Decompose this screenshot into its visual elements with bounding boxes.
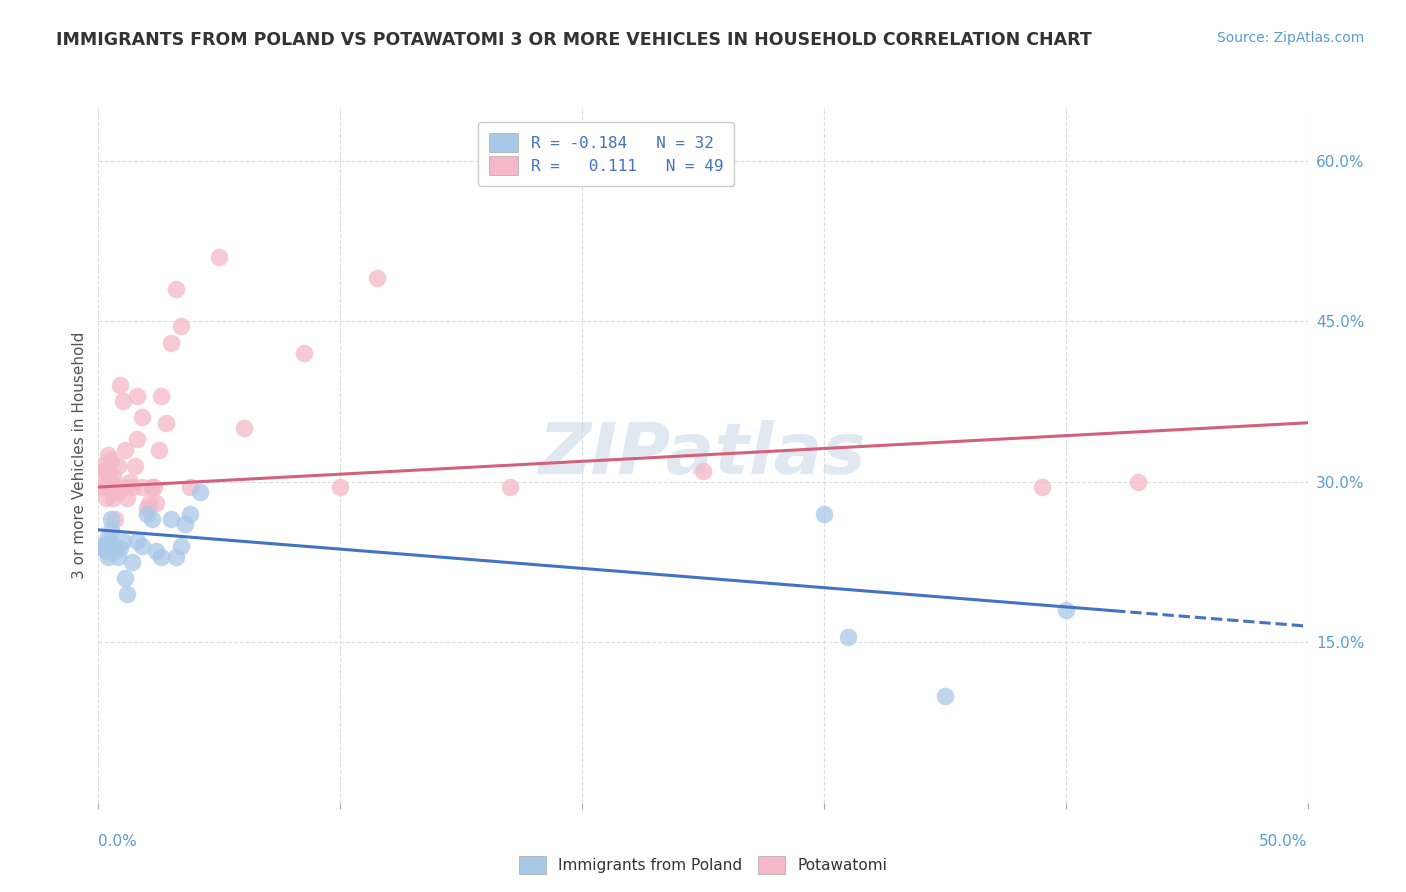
Point: [179, 480, 201, 494]
Point: [114, 571, 136, 585]
Point: [174, 517, 197, 532]
Y-axis label: 3 or more Vehicles in Household: 3 or more Vehicles in Household: [72, 331, 87, 579]
Point: [127, 533, 149, 548]
Point: [121, 555, 143, 569]
Point: [91, 541, 114, 555]
Point: [155, 416, 177, 430]
Point: [148, 442, 170, 457]
Point: [101, 539, 124, 553]
Point: [100, 453, 122, 467]
Point: [292, 346, 315, 360]
Point: [97, 530, 120, 544]
Point: [114, 442, 136, 457]
Point: [813, 507, 835, 521]
Point: [141, 512, 163, 526]
Text: IMMIGRANTS FROM POLAND VS POTAWATOMI 3 OR MORE VEHICLES IN HOUSEHOLD CORRELATION: IMMIGRANTS FROM POLAND VS POTAWATOMI 3 O…: [56, 31, 1092, 49]
Point: [160, 335, 183, 350]
Point: [145, 544, 167, 558]
Point: [169, 539, 191, 553]
Point: [188, 485, 211, 500]
Point: [124, 458, 146, 473]
Point: [329, 480, 352, 494]
Point: [97, 448, 120, 462]
Point: [1031, 480, 1053, 494]
Point: [111, 394, 134, 409]
Point: [94, 491, 117, 505]
Point: [117, 491, 139, 505]
Point: [107, 549, 129, 564]
Text: ZIPatlas: ZIPatlas: [540, 420, 866, 490]
Text: Source: ZipAtlas.com: Source: ZipAtlas.com: [1216, 31, 1364, 45]
Point: [160, 512, 183, 526]
Point: [150, 549, 173, 564]
Point: [107, 485, 129, 500]
Point: [143, 480, 166, 494]
Point: [107, 458, 129, 473]
Point: [94, 537, 117, 551]
Point: [91, 464, 114, 478]
Point: [94, 464, 117, 478]
Point: [104, 544, 127, 558]
Point: [1128, 475, 1150, 489]
Point: [934, 689, 956, 703]
Point: [138, 496, 160, 510]
Point: [104, 512, 127, 526]
Text: 50.0%: 50.0%: [1260, 834, 1308, 849]
Point: [100, 523, 122, 537]
Point: [104, 480, 127, 494]
Point: [366, 271, 388, 285]
Point: [101, 491, 124, 505]
Legend: Immigrants from Poland, Potawatomi: Immigrants from Poland, Potawatomi: [513, 850, 893, 880]
Point: [97, 549, 120, 564]
Point: [135, 501, 157, 516]
Point: [131, 480, 153, 494]
Point: [117, 587, 139, 601]
Point: [90, 458, 112, 473]
Point: [208, 250, 231, 264]
Point: [111, 480, 134, 494]
Legend: R = -0.184   N = 32, R =   0.111   N = 49: R = -0.184 N = 32, R = 0.111 N = 49: [478, 122, 734, 186]
Point: [692, 464, 714, 478]
Point: [90, 480, 112, 494]
Point: [111, 533, 134, 548]
Point: [121, 480, 143, 494]
Point: [498, 480, 520, 494]
Point: [108, 541, 131, 555]
Point: [837, 630, 859, 644]
Text: 0.0%: 0.0%: [98, 834, 138, 849]
Point: [90, 539, 112, 553]
Point: [100, 512, 122, 526]
Point: [100, 475, 122, 489]
Point: [145, 496, 167, 510]
Point: [179, 507, 201, 521]
Point: [165, 282, 187, 296]
Point: [135, 507, 157, 521]
Point: [101, 469, 124, 483]
Point: [131, 539, 153, 553]
Point: [94, 544, 117, 558]
Point: [1054, 603, 1077, 617]
Point: [97, 475, 120, 489]
Point: [165, 549, 187, 564]
Point: [127, 432, 149, 446]
Point: [232, 421, 254, 435]
Point: [108, 378, 131, 392]
Point: [169, 319, 191, 334]
Point: [118, 475, 141, 489]
Point: [141, 480, 163, 494]
Point: [150, 389, 173, 403]
Point: [131, 410, 153, 425]
Point: [127, 389, 149, 403]
Point: [91, 480, 114, 494]
